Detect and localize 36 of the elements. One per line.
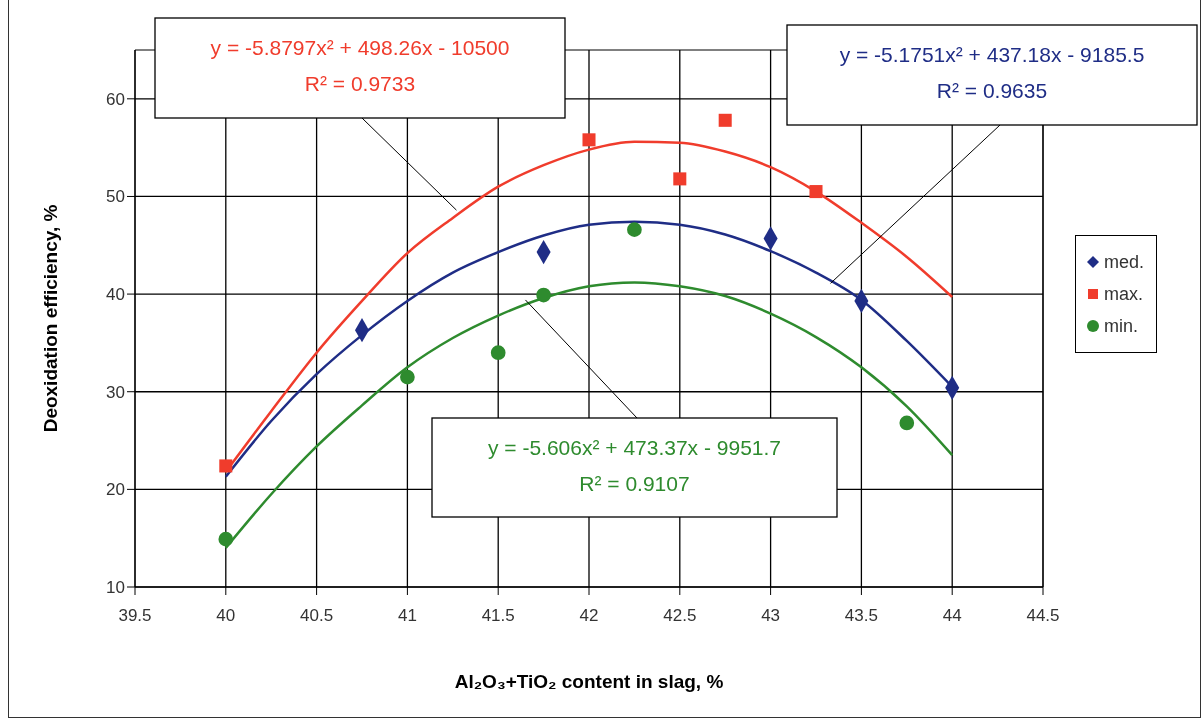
x-tick-label: 40 [216, 606, 236, 626]
x-tick-label: 41.5 [481, 606, 515, 626]
x-tick-label: 40.5 [300, 606, 334, 626]
y-tick-label: 30 [106, 382, 125, 402]
point [627, 222, 642, 237]
legend-label: med. [1104, 251, 1145, 273]
point [718, 113, 732, 127]
x-axis-title: Al₂O₃+TiO₂ content in slag, % [454, 671, 724, 692]
x-tick-label: 44 [942, 606, 962, 626]
y-tick-label: 40 [106, 285, 125, 305]
legend-label: min. [1104, 315, 1139, 337]
point [899, 415, 915, 431]
y-tick-label: 60 [106, 89, 125, 109]
annotation: y = -5.606x² + 473.37x - 9951.7 R² = 0.9107 [487, 436, 782, 495]
point [673, 172, 687, 186]
x-tick-label: 42 [579, 606, 599, 626]
y-tick-label: 10 [106, 578, 125, 598]
x-tick-label: 43 [761, 606, 781, 626]
x-tick-label: 41 [397, 606, 417, 626]
point [490, 345, 506, 361]
x-tick-label: 42.5 [663, 606, 697, 626]
point [400, 369, 415, 385]
y-tick-label: 50 [106, 187, 125, 207]
x-tick-label: 43.5 [844, 606, 878, 626]
point [809, 185, 823, 199]
y-axis-title: Deoxidation efficiency, % [40, 204, 61, 433]
annotation: y = -5.8797x² + 498.26x - 10500 R² = 0.9733 [210, 36, 510, 95]
x-tick-label: 39.5 [118, 606, 152, 626]
legend-label: max. [1104, 283, 1144, 305]
point [536, 287, 551, 303]
x-tick-label: 44.5 [1026, 606, 1060, 626]
annotation: y = -5.1751x² + 437.18x - 9185.5 R² = 0.9635 [839, 43, 1145, 102]
point [582, 133, 596, 147]
y-tick-label: 20 [106, 480, 125, 500]
point [219, 459, 233, 473]
point [218, 531, 234, 547]
